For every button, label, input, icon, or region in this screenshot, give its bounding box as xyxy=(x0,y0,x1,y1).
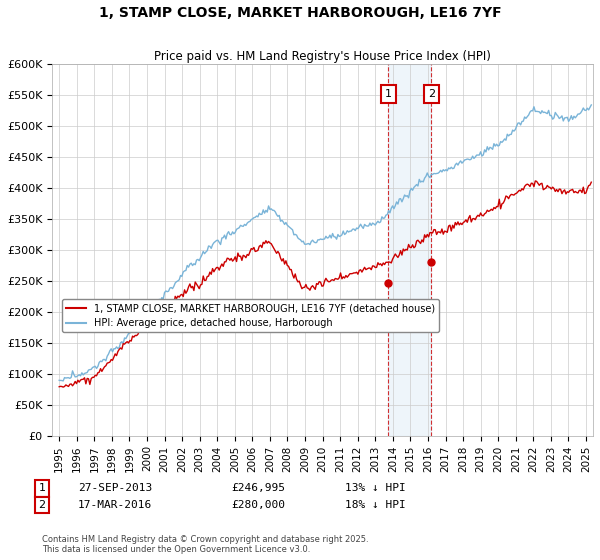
Text: 1: 1 xyxy=(385,89,392,99)
Title: Price paid vs. HM Land Registry's House Price Index (HPI): Price paid vs. HM Land Registry's House … xyxy=(154,50,491,63)
Text: 2: 2 xyxy=(38,500,46,510)
Text: 1: 1 xyxy=(38,483,46,493)
Text: 18% ↓ HPI: 18% ↓ HPI xyxy=(345,500,406,510)
Text: £246,995: £246,995 xyxy=(231,483,285,493)
Text: Contains HM Land Registry data © Crown copyright and database right 2025.
This d: Contains HM Land Registry data © Crown c… xyxy=(42,535,368,554)
Bar xyxy=(388,64,431,436)
Text: 27-SEP-2013: 27-SEP-2013 xyxy=(78,483,152,493)
Text: £280,000: £280,000 xyxy=(231,500,285,510)
Legend: 1, STAMP CLOSE, MARKET HARBOROUGH, LE16 7YF (detached house), HPI: Average price: 1, STAMP CLOSE, MARKET HARBOROUGH, LE16 … xyxy=(62,300,439,332)
Text: 1, STAMP CLOSE, MARKET HARBOROUGH, LE16 7YF: 1, STAMP CLOSE, MARKET HARBOROUGH, LE16 … xyxy=(98,6,502,20)
Text: 2: 2 xyxy=(428,89,435,99)
Text: 13% ↓ HPI: 13% ↓ HPI xyxy=(345,483,406,493)
Text: 17-MAR-2016: 17-MAR-2016 xyxy=(78,500,152,510)
